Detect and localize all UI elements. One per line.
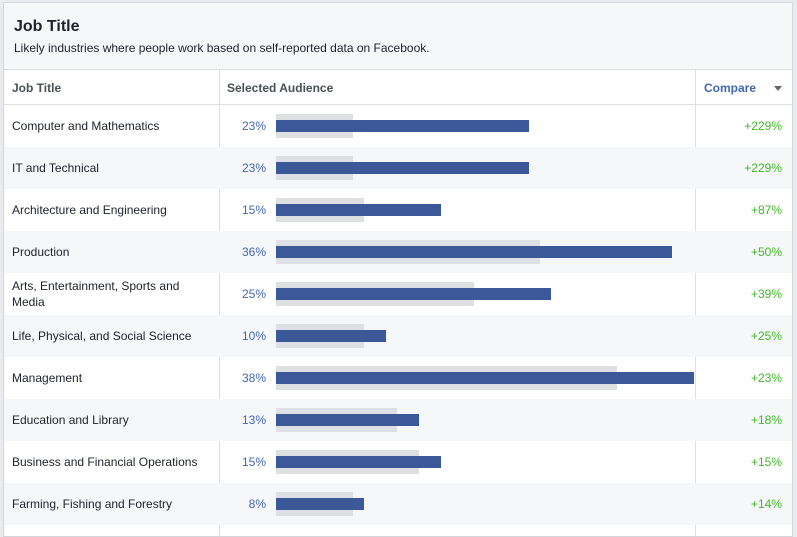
row-label: Production [12, 245, 70, 259]
row-label: Arts, Entertainment, Sports and Media [12, 279, 180, 309]
selected-audience-bar [276, 372, 694, 384]
table-header: Job Title Selected Audience Compare [4, 70, 792, 105]
row-label: Life, Physical, and Social Science [12, 329, 192, 343]
row-delta: +229% [744, 161, 782, 175]
column-divider [219, 70, 220, 536]
table-row[interactable]: Business and Financial Operations 15% +15% [4, 441, 792, 483]
row-label: Computer and Mathematics [12, 119, 160, 133]
row-percentage: 15% [241, 203, 266, 217]
row-percentage: 8% [248, 497, 266, 511]
selected-audience-bar [276, 162, 529, 174]
column-header-selected-audience: Selected Audience [227, 81, 334, 95]
row-delta: +18% [750, 413, 782, 427]
panel-subtitle: Likely industries where people work base… [14, 41, 430, 55]
row-percentage: 10% [241, 329, 266, 343]
table-row[interactable]: Arts, Entertainment, Sports and Media 25%… [4, 273, 792, 315]
selected-audience-bar [276, 204, 441, 216]
panel-title: Job Title [14, 18, 80, 35]
table-row[interactable]: Management 38% +23% [4, 357, 792, 399]
row-percentage: 36% [241, 245, 266, 259]
row-label: Farming, Fishing and Forestry [12, 497, 173, 511]
row-label: Architecture and Engineering [12, 203, 167, 217]
row-label: Education and Library [12, 413, 129, 427]
table-body: Computer and Mathematics 23% +229% IT and T… [4, 105, 792, 525]
row-label: IT and Technical [12, 161, 99, 175]
row-delta: +50% [750, 245, 782, 259]
row-percentage: 23% [241, 119, 266, 133]
selected-audience-bar [276, 456, 441, 468]
row-percentage: 13% [241, 413, 266, 427]
row-delta: +25% [750, 329, 782, 343]
selected-audience-bar [276, 330, 386, 342]
row-percentage: 25% [241, 287, 266, 301]
selected-audience-bar [276, 288, 551, 300]
row-label: Business and Financial Operations [12, 455, 198, 469]
table-row[interactable]: Farming, Fishing and Forestry 8% +14% [4, 483, 792, 525]
column-header-job-title: Job Title [12, 81, 62, 95]
row-delta: +229% [744, 119, 782, 133]
selected-audience-bar [276, 414, 419, 426]
selected-audience-bar [276, 246, 672, 258]
row-delta: +15% [750, 455, 782, 469]
row-delta: +14% [750, 497, 782, 511]
row-percentage: 23% [241, 161, 266, 175]
compare-dropdown[interactable]: Compare [704, 81, 757, 95]
row-percentage: 38% [241, 371, 266, 385]
table-row[interactable]: Education and Library 13% +18% [4, 399, 792, 441]
column-divider [695, 70, 696, 536]
row-delta: +87% [750, 203, 782, 217]
table-row[interactable]: Production 36% +50% [4, 231, 792, 273]
table-row[interactable]: IT and Technical 23% +229% [4, 147, 792, 189]
table-row[interactable]: Architecture and Engineering 15% +87% [4, 189, 792, 231]
selected-audience-bar [276, 120, 529, 132]
row-delta: +39% [750, 287, 782, 301]
table-row[interactable]: Life, Physical, and Social Science 10% +25… [4, 315, 792, 357]
job-title-panel: Job Title Likely industries where people… [3, 2, 793, 537]
row-delta: +23% [750, 371, 782, 385]
row-label: Management [12, 371, 83, 385]
panel-header: Job Title Likely industries where people… [4, 3, 792, 70]
table-row[interactable]: Computer and Mathematics 23% +229% [4, 105, 792, 147]
selected-audience-bar [276, 498, 364, 510]
row-percentage: 15% [241, 455, 266, 469]
chevron-down-icon[interactable] [774, 86, 782, 91]
